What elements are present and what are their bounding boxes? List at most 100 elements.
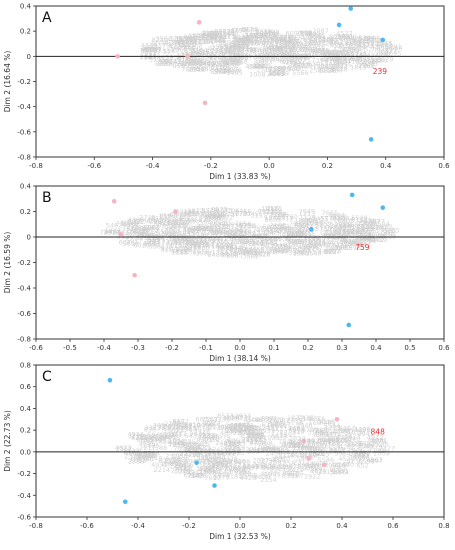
data-point <box>306 456 312 461</box>
variable-label: 4748 <box>265 37 282 45</box>
variable-label: 7381 <box>350 42 367 50</box>
y-tick-label: 0.6 <box>20 383 32 391</box>
variable-label: 8471 <box>287 466 304 474</box>
variable-label: 5849 <box>198 60 215 68</box>
variable-label: 3160 <box>287 230 304 238</box>
variable-label: 1101 <box>170 430 187 438</box>
variable-label: 6727 <box>236 53 253 61</box>
variable-label: 5385 <box>276 55 293 63</box>
variable-label: 6706 <box>217 243 234 251</box>
variable-label: 2448 <box>308 438 325 446</box>
variable-label: 3562 <box>242 252 259 260</box>
variable-label: 7209 <box>358 219 375 227</box>
variable-label: 859 <box>159 438 171 446</box>
variable-label: 5698 <box>122 240 139 248</box>
variable-label: 6633 <box>196 415 213 423</box>
variable-label: 5966 <box>185 457 202 465</box>
variable-label: 2816 <box>276 38 293 46</box>
variable-label: 272 <box>238 429 250 437</box>
y-tick-label: -0.6 <box>17 514 31 522</box>
variable-label: 6664 <box>261 239 278 247</box>
variable-label: 5176 <box>278 452 295 460</box>
variable-label: 8955 <box>226 251 243 259</box>
variable-label: 8182 <box>234 52 251 60</box>
variable-label: 5920 <box>184 422 201 430</box>
highlight-label: 759 <box>355 243 370 252</box>
variable-label: 1814 <box>203 211 220 219</box>
variable-label: 2365 <box>355 234 372 242</box>
highlight-label: 239 <box>373 67 388 76</box>
variable-label: 2052 <box>244 425 261 433</box>
variable-label: 7755 <box>256 237 273 245</box>
plot-frame <box>35 5 445 158</box>
variable-label: 6262 <box>220 49 237 57</box>
variable-label: 6013 <box>130 457 147 465</box>
variable-label: 6085 <box>295 227 312 235</box>
x-tick-label: -0.8 <box>29 162 43 170</box>
variable-label: 6693 <box>173 456 190 464</box>
variable-label: 6623 <box>226 49 243 57</box>
variable-label: 8917 <box>255 29 272 37</box>
variable-label: 5429 <box>199 60 216 68</box>
variable-label: 4620 <box>278 57 295 65</box>
variable-label: 6498 <box>186 50 203 58</box>
variable-label: 1841 <box>268 46 285 54</box>
variable-label: 2266 <box>266 208 283 216</box>
variable-label: 197 <box>189 242 201 250</box>
variable-label: 3941 <box>357 430 374 438</box>
variable-label: 7793 <box>322 36 339 44</box>
variable-label: 101 <box>170 431 182 439</box>
variable-label: 6819 <box>294 62 311 70</box>
variable-label: 920 <box>278 65 290 73</box>
variable-label: 3623 <box>344 432 361 440</box>
variable-label: 7343 <box>336 242 353 250</box>
variable-label: 7867 <box>309 447 326 455</box>
variable-label: 4572 <box>172 221 189 229</box>
variable-label: 1825 <box>211 243 228 251</box>
variable-label: 5924 <box>213 68 230 76</box>
variable-label: 6751 <box>235 209 252 217</box>
variable-label: 3876 <box>203 465 220 473</box>
variable-label: 1085 <box>293 250 310 258</box>
variable-label: 6350 <box>192 241 209 249</box>
variable-label: 4113 <box>219 32 236 40</box>
variable-label: 5211 <box>136 234 153 242</box>
variable-label: 1080 <box>298 437 315 445</box>
variable-label: 6949 <box>184 225 201 233</box>
variable-label: 5052 <box>260 445 277 453</box>
variable-label: 7423 <box>258 208 275 216</box>
variable-label: 7547 <box>202 415 219 423</box>
variable-label: 6113 <box>206 213 223 221</box>
variable-label: 7648 <box>268 247 285 255</box>
variable-label: 3092 <box>324 461 341 469</box>
variable-label: 8006 <box>228 54 245 62</box>
variable-label: 6703 <box>297 226 314 234</box>
variable-label: 5473 <box>207 461 224 469</box>
variable-label: 2450 <box>266 449 283 457</box>
variable-label: 8577 <box>381 47 398 55</box>
variable-label: 7491 <box>332 59 349 67</box>
variable-label: 5676 <box>189 32 206 40</box>
variable-label: 7697 <box>262 42 279 50</box>
variable-label: 6036 <box>320 429 337 437</box>
variable-label: 1543 <box>215 468 232 476</box>
variable-label: 8973 <box>274 455 291 463</box>
y-tick-label: -0.4 <box>17 285 31 293</box>
variable-label: 1833 <box>288 442 305 450</box>
variable-label: 7549 <box>296 222 313 230</box>
variable-label: 7449 <box>300 242 317 250</box>
variable-label: 2709 <box>239 46 256 54</box>
variable-label: 525 <box>247 37 259 45</box>
variable-label: 5296 <box>212 212 229 220</box>
variable-label: 8130 <box>252 46 269 54</box>
variable-label: 3292 <box>208 209 225 217</box>
variable-label: 5574 <box>320 225 337 233</box>
variable-label: 3653 <box>216 460 233 468</box>
variable-label: 7468 <box>342 221 359 229</box>
variable-label: 8832 <box>315 221 332 229</box>
variable-label: 8656 <box>187 236 204 244</box>
variable-label: 4679 <box>310 467 327 475</box>
variable-label: 3403 <box>300 465 317 473</box>
variable-label: 2106 <box>223 207 240 215</box>
variable-label: 1837 <box>287 414 304 422</box>
